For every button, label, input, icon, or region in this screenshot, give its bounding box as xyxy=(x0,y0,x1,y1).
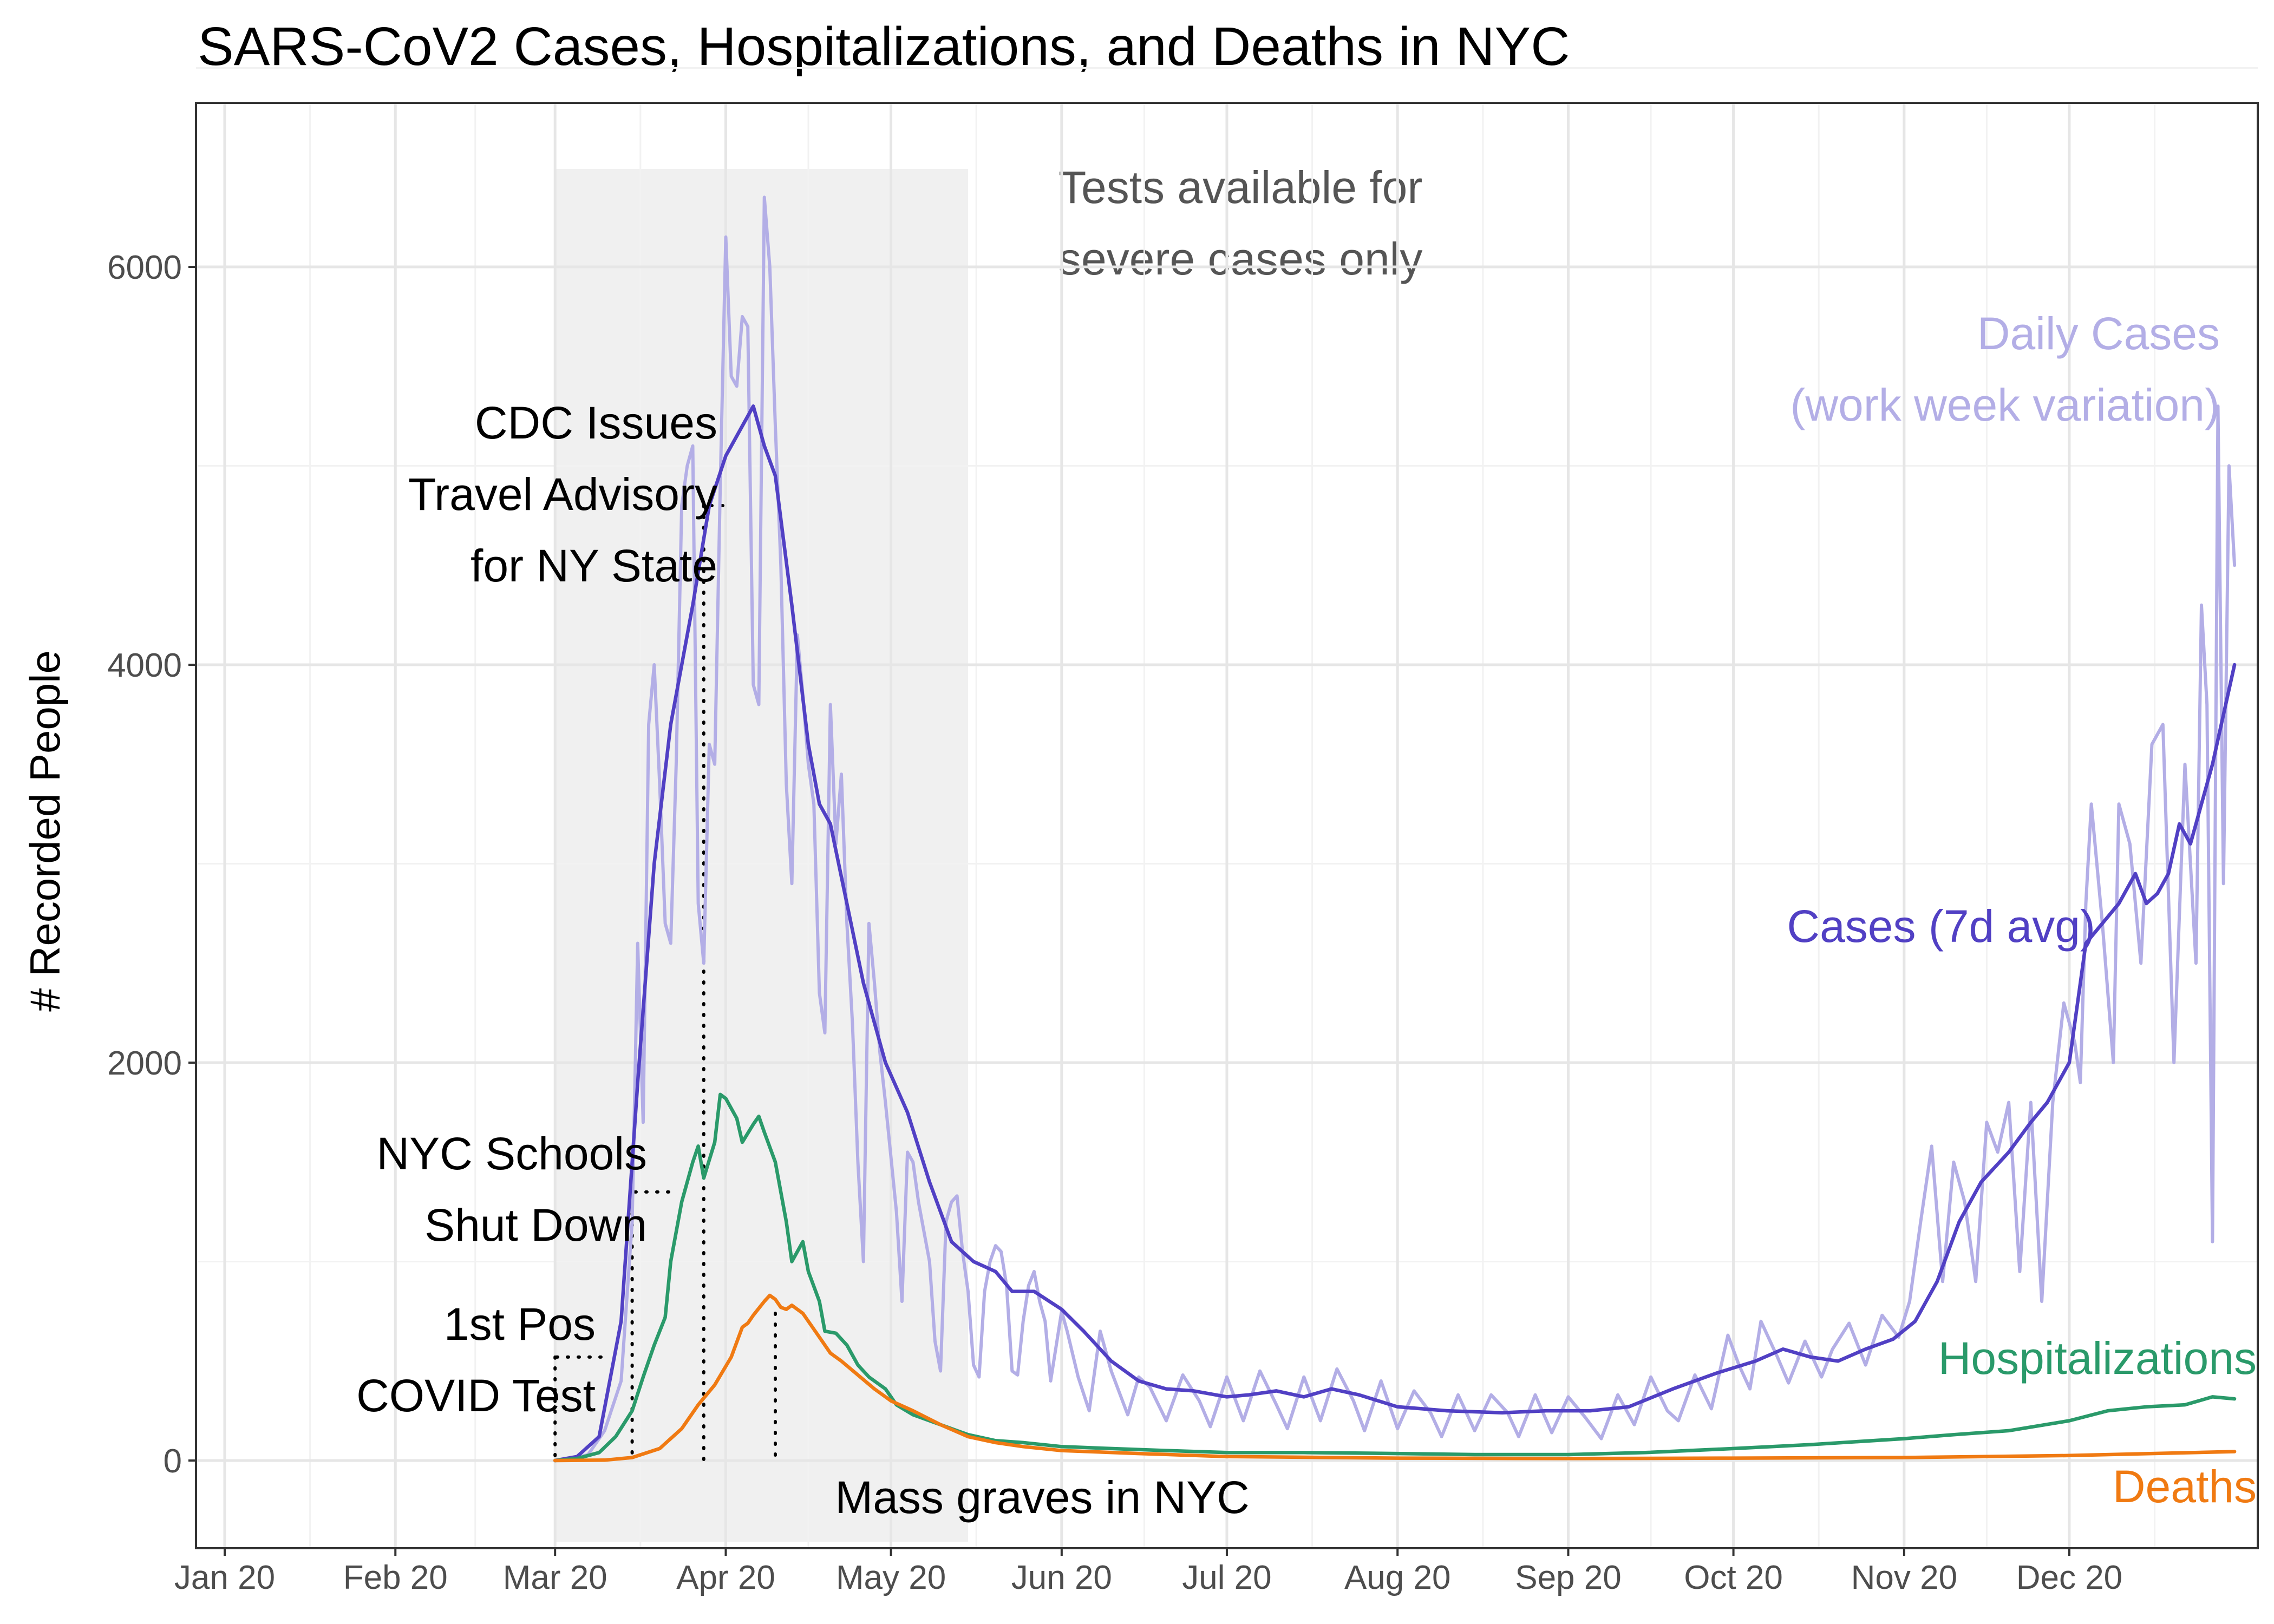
shaded-region-label: severe cases only xyxy=(1058,233,1422,284)
x-tick-label: Jul 20 xyxy=(1182,1559,1271,1596)
event-label: 1st Pos xyxy=(444,1299,596,1350)
series-line xyxy=(553,1293,2237,1463)
grid xyxy=(196,67,2258,1548)
shaded-region-label: Tests available for xyxy=(1058,162,1422,213)
x-tick-label: Nov 20 xyxy=(1851,1559,1957,1596)
y-axis-title: # Recorded People xyxy=(21,650,69,1012)
y-tick-label: 6000 xyxy=(107,249,182,286)
event-label: CDC Issues xyxy=(475,397,717,448)
y-tick-label: 2000 xyxy=(107,1045,182,1082)
x-tick-label: Sep 20 xyxy=(1515,1559,1622,1596)
shaded-region: Tests available for severe cases only xyxy=(555,162,1422,1542)
series-label: (work week variation) xyxy=(1790,379,2220,430)
y-tick-label: 0 xyxy=(164,1443,182,1480)
event-label: for NY State xyxy=(471,540,717,591)
series-label: Hospitalizations xyxy=(1938,1333,2257,1384)
x-tick-label: Oct 20 xyxy=(1684,1559,1783,1596)
x-tick-label: May 20 xyxy=(836,1559,946,1596)
x-tick-label: Dec 20 xyxy=(2016,1559,2122,1596)
series-line xyxy=(553,195,2237,1462)
series-line xyxy=(553,404,2237,1463)
x-tick-label: Jun 20 xyxy=(1011,1559,1112,1596)
axes: 0 2000 4000 6000 Jan 20 Feb 20 Mar 20 Apr 20 May… xyxy=(107,102,2259,1596)
series-lines xyxy=(553,195,2237,1463)
y-tick-label: 4000 xyxy=(107,647,182,684)
x-tick-label: Aug 20 xyxy=(1344,1559,1451,1596)
event-label: Shut Down xyxy=(424,1200,647,1250)
x-tick-label: Feb 20 xyxy=(343,1559,448,1596)
x-tick-label: Apr 20 xyxy=(676,1559,775,1596)
series-line xyxy=(553,1092,2237,1463)
x-tick-label: Jan 20 xyxy=(174,1559,275,1596)
event-label: COVID Test xyxy=(356,1370,596,1421)
event-label: Travel Advisory xyxy=(408,469,717,520)
event-label: NYC Schools xyxy=(376,1128,647,1179)
series-label: Daily Cases xyxy=(1977,308,2220,359)
event-label: Mass graves in NYC xyxy=(835,1472,1250,1523)
chart-title: SARS-CoV2 Cases, Hospitalizations, and D… xyxy=(198,16,1570,77)
x-tick-label: Mar 20 xyxy=(503,1559,607,1596)
series-label: Deaths xyxy=(2113,1461,2257,1512)
annotations: 1st Pos COVID Test NYC Schools Shut Down CDC… xyxy=(356,308,2257,1523)
series-label: Cases (7d avg) xyxy=(1787,901,2095,952)
